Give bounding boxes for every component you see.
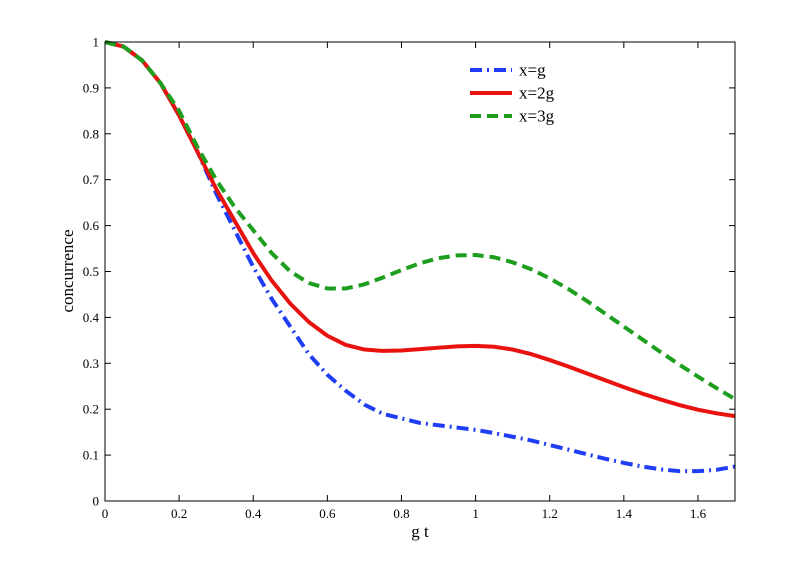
y-tick-label: 0.2 — [83, 402, 99, 417]
x-tick-label: 1.2 — [542, 506, 558, 521]
legend-label-x-g: x=g — [519, 61, 546, 80]
y-tick-label: 0 — [93, 494, 100, 509]
x-tick-label: 0.6 — [319, 506, 336, 521]
x-tick-label: 1.4 — [616, 506, 633, 521]
x-tick-label: 1.6 — [690, 506, 707, 521]
legend-label-x-3g: x=3g — [519, 107, 555, 126]
y-tick-label: 0.3 — [83, 356, 99, 371]
y-axis-label: concurrence — [58, 229, 77, 312]
plot-frame — [104, 41, 736, 502]
y-tick-label: 0.8 — [83, 126, 99, 141]
legend: x=g x=2g x=3g — [470, 61, 555, 126]
series-line-x-3g — [104, 40, 737, 401]
x-tick-label: 1 — [472, 506, 479, 521]
series-line-x-2g — [104, 40, 736, 419]
y-tick-label: 0.5 — [83, 264, 99, 279]
x-tick-label: 0.4 — [245, 506, 262, 521]
x-tick-label: 0 — [102, 506, 109, 521]
series-layer — [104, 40, 737, 474]
y-tick-label: 0.7 — [83, 172, 100, 187]
legend-label-x-2g: x=2g — [519, 84, 555, 103]
y-tick-label: 1 — [93, 35, 100, 50]
x-tick-label: 0.8 — [393, 506, 409, 521]
plot-background — [105, 42, 735, 501]
y-tick-label: 0.4 — [83, 310, 100, 325]
y-tick-label: 0.1 — [83, 448, 99, 463]
x-axis-label: g t — [411, 522, 429, 541]
series-line-x-g — [104, 40, 736, 474]
ticks-layer: 0 0.2 0.4 0.6 0.8 1 1.2 1.4 1.6 0 0.1 0.2 0.3 0.4 0.5 0… — [83, 35, 735, 521]
y-tick-label: 0.9 — [83, 80, 99, 95]
y-tick-label: 0.6 — [83, 218, 100, 233]
x-tick-label: 0.2 — [171, 506, 187, 521]
